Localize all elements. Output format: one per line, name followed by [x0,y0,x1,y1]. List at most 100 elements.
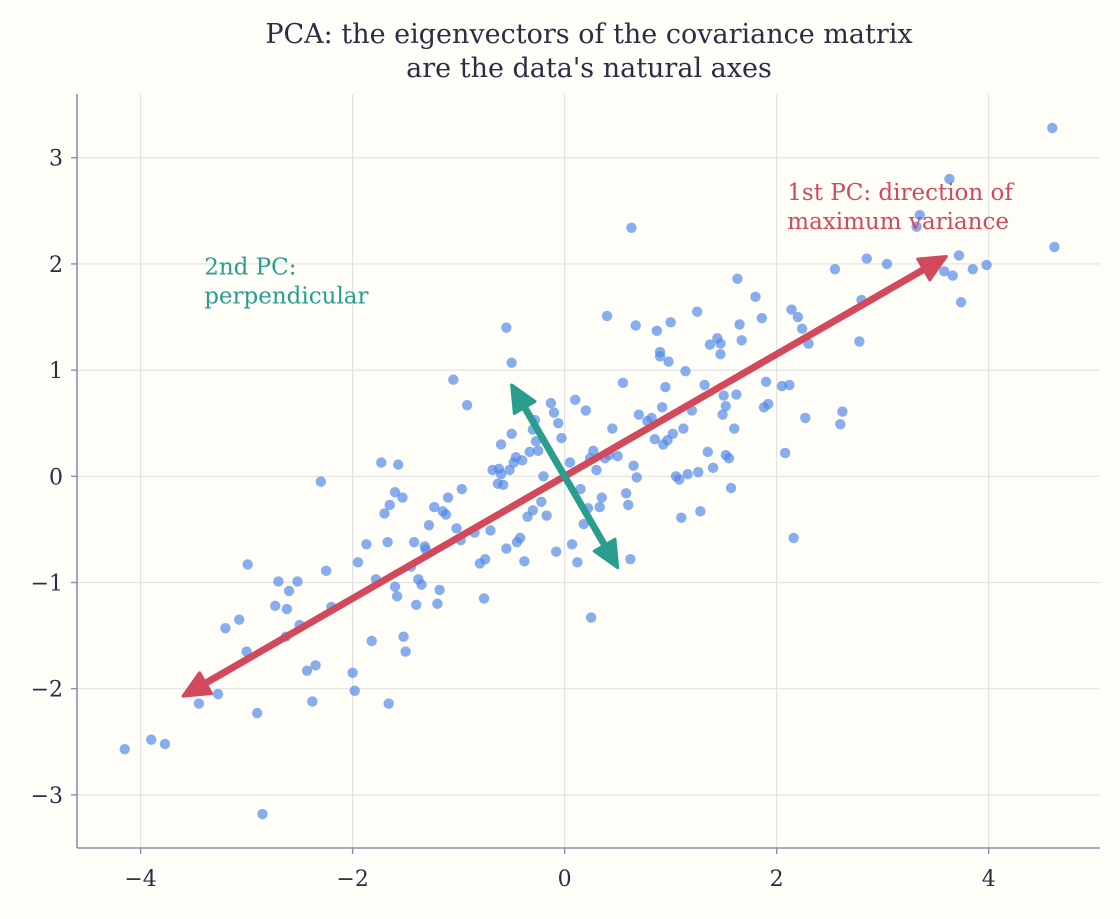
data-point-101 [572,557,583,568]
data-point-64 [478,593,490,604]
data-point-124 [631,472,642,483]
axes [76,94,1100,849]
data-point-192 [947,270,958,281]
data-point-111 [596,492,607,503]
data-point-35 [389,487,401,498]
data-point-149 [699,379,710,391]
arrow-head-0-0 [916,254,948,282]
annotation-1-line-0: 2nd PC: [204,255,296,281]
data-point-125 [633,409,645,420]
data-point-147 [693,466,704,478]
data-point-170 [760,376,772,387]
data-point-191 [944,173,955,185]
x-tick-label-0: −4 [124,867,156,892]
data-point-40 [398,631,409,642]
data-point-116 [612,450,623,462]
data-point-50 [429,501,440,513]
data-point-120 [625,553,636,565]
y-tick-label-5: 2 [49,253,63,278]
data-point-173 [779,447,791,459]
scatter-points [119,122,1060,820]
data-point-26 [352,557,364,568]
data-point-7 [220,622,231,634]
data-point-146 [691,306,703,317]
data-point-117 [617,377,629,389]
data-point-166 [736,335,747,346]
data-point-178 [796,323,808,334]
arrow-head-1-0 [510,383,537,415]
annotations: 1st PC: direction of maximum variance 2nd … [204,180,1014,309]
arrow-head-0-1 [181,671,214,698]
data-point-195 [967,264,978,275]
annotation-1-line-1: perpendicular [204,284,368,310]
data-point-44 [411,599,422,611]
data-point-3 [193,698,205,709]
data-point-198 [1049,241,1060,253]
annotation-0-line-0: 1st PC: direction of [787,180,1014,206]
y-tick-label-3: 0 [49,465,63,490]
data-point-60 [461,399,473,411]
data-point-164 [732,273,743,284]
data-point-82 [519,556,530,567]
data-point-38 [393,459,404,470]
data-point-72 [501,543,512,554]
data-point-174 [784,379,795,391]
data-point-187 [881,258,893,270]
data-point-184 [854,336,865,347]
data-point-69 [495,439,507,450]
y-tick-label-2: −1 [31,572,63,597]
data-point-161 [725,482,737,494]
data-point-197 [1047,122,1058,134]
data-point-94 [548,407,560,418]
data-point-163 [731,389,742,400]
data-point-52 [434,584,445,596]
data-point-33 [382,536,393,548]
data-point-5 [257,808,268,820]
data-point-186 [861,253,872,264]
arrow-shaft-1 [517,398,612,554]
data-point-181 [829,264,841,275]
data-point-24 [347,667,358,678]
data-point-140 [673,474,685,485]
data-point-71 [497,479,509,491]
data-point-56 [448,374,459,385]
y-tick-label-0: −3 [31,784,63,809]
data-point-30 [376,457,387,468]
data-point-162 [729,423,740,434]
data-point-6 [252,707,263,719]
data-point-127 [646,412,657,424]
data-point-189 [914,209,925,221]
data-point-22 [320,565,332,577]
data-point-41 [400,646,411,657]
data-point-118 [620,488,632,499]
data-point-14 [281,603,293,615]
x-tick-label-2: 0 [558,867,572,892]
data-point-154 [715,338,726,349]
data-point-90 [536,496,547,507]
y-tick-label-4: 1 [49,359,63,384]
data-point-131 [654,346,666,358]
data-point-57 [451,523,462,534]
data-point-15 [283,585,295,597]
data-point-95 [550,546,562,557]
data-point-176 [788,532,799,544]
data-point-110 [594,501,605,513]
data-point-20 [310,660,321,671]
data-point-141 [676,512,687,523]
data-point-27 [361,539,372,550]
data-point-121 [626,222,637,234]
data-point-109 [591,464,602,476]
x-tick-label-1: −2 [336,867,368,892]
data-point-193 [953,250,965,261]
data-point-190 [938,266,950,277]
data-point-152 [707,462,719,474]
chart-subtitle: are the data's natural axes [406,53,772,84]
data-point-132 [656,402,668,413]
data-point-70 [495,468,507,480]
data-point-138 [667,428,678,440]
data-point-37 [391,591,403,602]
data-point-129 [651,325,663,337]
grid [77,94,1100,848]
data-point-100 [570,394,581,406]
